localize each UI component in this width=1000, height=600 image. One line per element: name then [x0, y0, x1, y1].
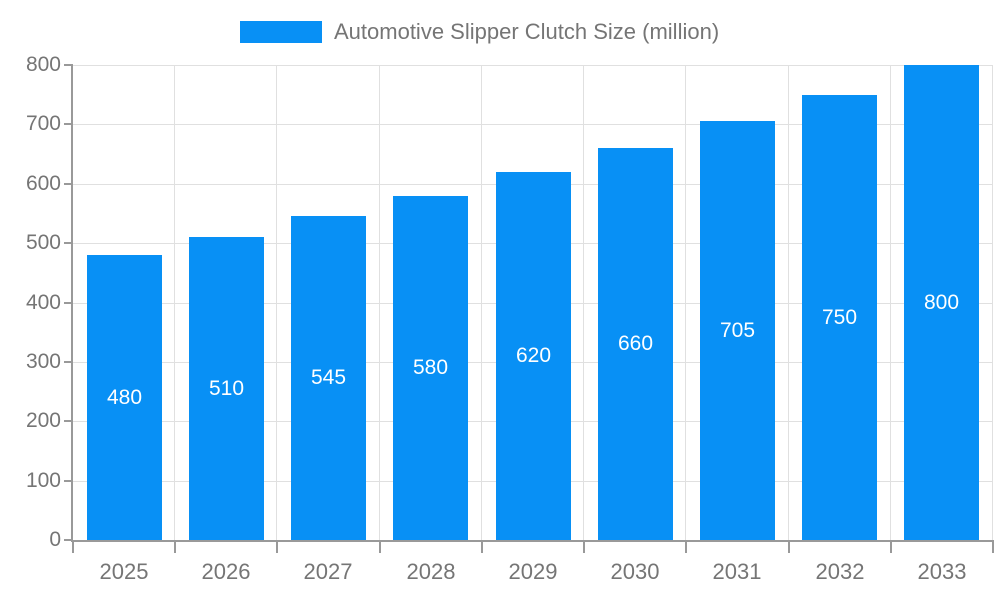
x-axis-tick	[890, 540, 892, 553]
x-axis-label: 2026	[201, 559, 251, 584]
y-axis-label: 300	[25, 350, 61, 373]
x-gridline	[583, 65, 584, 540]
x-gridline	[992, 65, 993, 540]
x-axis-label: 2025	[99, 559, 149, 584]
bar-value-label: 580	[412, 356, 449, 379]
x-gridline	[890, 65, 891, 540]
legend[interactable]: Automotive Slipper Clutch Size (million)	[240, 19, 719, 45]
x-axis-label: 2028	[406, 559, 456, 584]
plot-area: 0 100 200 300 400 500 600 700 800 480 2025 510 2026 5…	[26, 54, 994, 584]
bar-value-label: 800	[923, 290, 960, 314]
bar: 705	[700, 121, 775, 540]
y-axis-tick	[64, 123, 73, 125]
y-axis-tick	[64, 539, 73, 541]
x-axis-tick	[174, 540, 176, 553]
bar: 510	[189, 237, 264, 540]
bar-value-label: 705	[719, 318, 756, 342]
x-gridline	[788, 65, 789, 540]
bar: 800	[904, 65, 979, 540]
x-axis-label: 2029	[508, 559, 558, 584]
x-axis-tick	[276, 540, 278, 553]
legend-swatch-icon	[240, 21, 322, 43]
x-axis-label: 2031	[712, 559, 762, 584]
x-gridline	[174, 65, 175, 540]
y-axis-label: 200	[25, 409, 61, 432]
y-axis-label: 0	[49, 528, 61, 551]
bar-value-label: 510	[208, 376, 245, 400]
y-axis-label: 600	[25, 172, 61, 195]
y-axis-tick	[64, 183, 73, 185]
bar: 750	[802, 95, 877, 540]
bar-value-label: 545	[310, 366, 347, 389]
y-axis-tick	[64, 302, 73, 304]
y-gridline	[73, 124, 993, 125]
bar-value-label: 480	[106, 385, 143, 409]
x-axis-label: 2032	[815, 559, 865, 584]
x-gridline	[276, 65, 277, 540]
bar-value-label: 660	[617, 332, 654, 355]
x-axis-tick	[379, 540, 381, 553]
x-axis-tick	[583, 540, 585, 553]
bar: 545	[291, 216, 366, 540]
x-axis-tick	[788, 540, 790, 553]
x-axis-label: 2033	[917, 559, 967, 584]
x-gridline	[685, 65, 686, 540]
x-axis-label: 2030	[610, 559, 660, 584]
x-axis-label: 2027	[303, 559, 353, 584]
x-gridline	[379, 65, 380, 540]
y-gridline	[73, 65, 993, 66]
y-axis-tick	[64, 420, 73, 422]
bar-value-label: 750	[821, 305, 858, 329]
bar: 620	[496, 172, 571, 540]
y-axis-label: 100	[25, 469, 61, 492]
x-axis-tick	[481, 540, 483, 553]
y-axis-label: 500	[25, 231, 61, 254]
y-axis-tick	[64, 242, 73, 244]
x-axis-tick	[685, 540, 687, 553]
y-axis-tick	[64, 361, 73, 363]
y-axis-tick	[64, 480, 73, 482]
bar: 480	[87, 255, 162, 540]
y-axis-label: 700	[25, 112, 61, 135]
y-axis-label: 400	[25, 291, 61, 314]
bar-value-label: 620	[515, 344, 552, 367]
bar: 580	[393, 196, 468, 540]
y-axis-label: 800	[25, 53, 61, 76]
legend-label: Automotive Slipper Clutch Size (million)	[334, 19, 720, 44]
x-gridline	[481, 65, 482, 540]
x-axis-tick	[992, 540, 994, 553]
bar: 660	[598, 148, 673, 540]
y-axis-tick	[64, 64, 73, 66]
x-axis-tick	[72, 540, 74, 553]
